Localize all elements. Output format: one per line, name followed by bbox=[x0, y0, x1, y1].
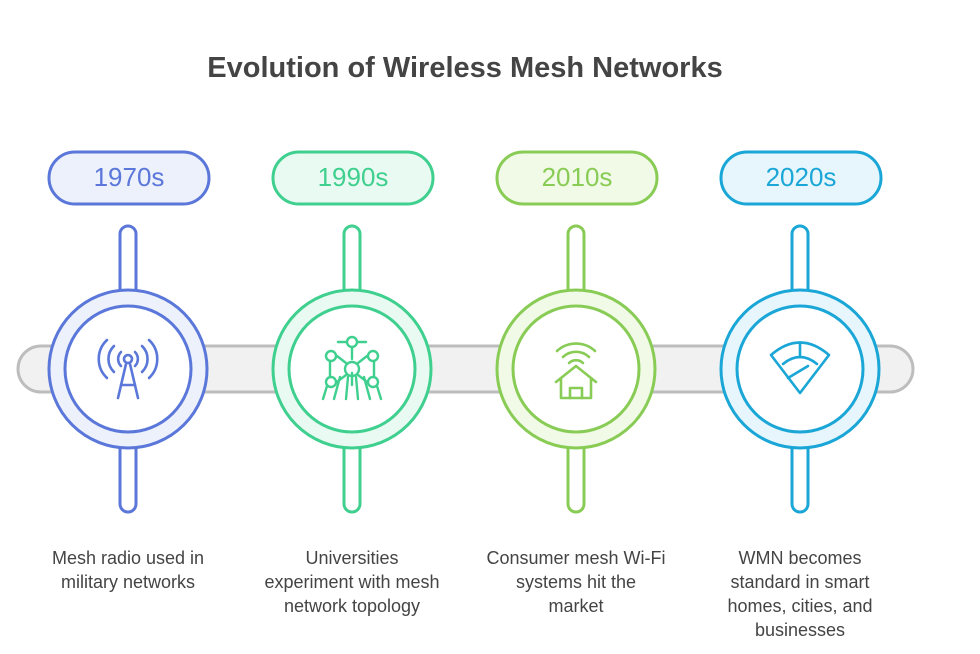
milestone-inner-circle bbox=[511, 304, 641, 434]
year-pill bbox=[495, 150, 659, 206]
milestone-1990s bbox=[271, 150, 435, 514]
wifi-sector-icon bbox=[769, 341, 831, 395]
diagram-title: Evolution of Wireless Mesh Networks bbox=[207, 52, 723, 84]
milestone-description-1970s: Mesh radio used in military networks bbox=[51, 548, 205, 592]
milestone-description-2020s: WMN becomes standard in smart homes, cit… bbox=[727, 548, 873, 640]
year-pill bbox=[47, 150, 211, 206]
home-wifi-icon bbox=[554, 342, 598, 400]
milestone-2010s bbox=[495, 150, 659, 514]
milestone-inner-circle bbox=[63, 304, 193, 434]
year-pill bbox=[271, 150, 435, 206]
milestone-inner-circle bbox=[287, 304, 417, 434]
milestone-inner-circle bbox=[735, 304, 865, 434]
milestone-description-1990s: Universities experiment with mesh networ… bbox=[264, 548, 440, 616]
milestone-description-2010s: Consumer mesh Wi-Fi systems hit the mark… bbox=[486, 548, 666, 616]
year-pill bbox=[719, 150, 883, 206]
year-label-2020s: 2020s bbox=[765, 162, 837, 192]
milestone-2020s bbox=[719, 150, 883, 514]
radio-tower-icon bbox=[97, 338, 159, 400]
milestone-1970s bbox=[47, 150, 211, 514]
timeline-track bbox=[16, 344, 915, 394]
year-label-1990s: 1990s bbox=[317, 162, 389, 192]
atomium-network-icon bbox=[321, 335, 383, 401]
year-label-2010s: 2010s bbox=[541, 162, 613, 192]
year-label-1970s: 1970s bbox=[93, 162, 165, 192]
